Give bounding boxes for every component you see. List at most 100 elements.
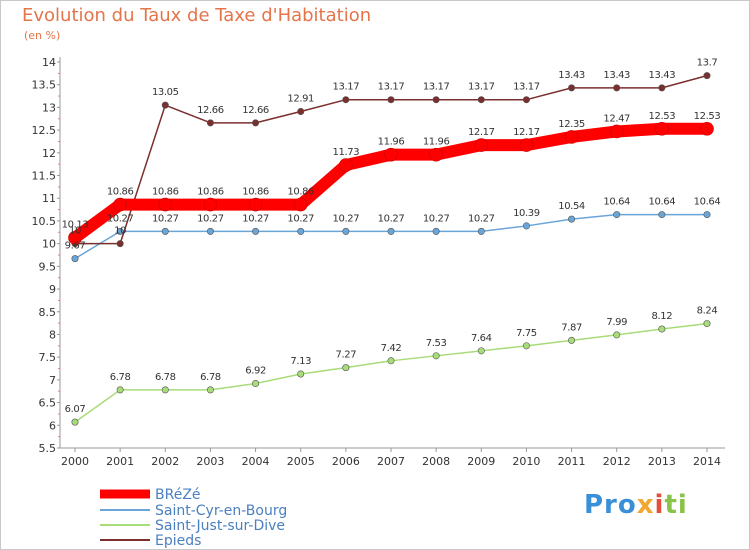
data-label: 13.17 <box>333 82 360 93</box>
y-tick-label: 10.5 <box>32 215 57 228</box>
data-point <box>116 227 124 235</box>
data-point <box>522 342 530 350</box>
data-point <box>613 211 621 219</box>
data-label: 13.43 <box>558 70 585 81</box>
data-point <box>658 84 666 92</box>
data-label: 10.86 <box>197 187 224 198</box>
data-label: 13.17 <box>513 82 540 93</box>
data-label: 13.17 <box>423 82 450 93</box>
data-label: 10.86 <box>287 187 314 198</box>
data-label: 7.42 <box>381 343 402 354</box>
data-label: 10.27 <box>333 213 360 224</box>
y-tick-label: 14 <box>42 56 56 69</box>
chart-axes: 5.5 6 6.5 7 7.5 8 8.5 9 9.5 10 10.5 11 11.5 12 12.5 13 1… <box>32 56 725 468</box>
chart-subtitle: (en %) <box>24 29 61 42</box>
data-label: 11.73 <box>333 147 360 158</box>
chart-data-labels: 6.07 6.78 6.78 6.78 6.92 7.13 7.27 7.42 7.53 7.64… <box>62 58 721 415</box>
data-label: 6.07 <box>65 404 86 415</box>
x-tick-label: 2001 <box>106 455 134 468</box>
data-label: 10.54 <box>558 201 585 212</box>
data-label: 7.87 <box>561 322 582 333</box>
data-point <box>342 96 350 104</box>
data-point <box>342 364 350 372</box>
y-tick-label: 7.5 <box>39 351 57 364</box>
data-point <box>429 147 443 162</box>
data-point <box>116 240 124 248</box>
data-point <box>161 101 169 109</box>
y-tick-label: 10 <box>42 238 56 251</box>
data-point <box>206 227 214 235</box>
data-label: 13.7 <box>697 58 718 69</box>
data-label: 7.13 <box>290 356 311 367</box>
data-point <box>522 96 530 104</box>
y-tick-label: 11.5 <box>32 170 57 183</box>
data-point <box>477 227 485 235</box>
x-tick-label: 2000 <box>61 455 89 468</box>
data-point <box>474 138 489 152</box>
data-label: 13.43 <box>649 70 676 81</box>
data-label: 11.96 <box>378 137 405 148</box>
x-tick-label: 2006 <box>332 455 360 468</box>
x-tick-label: 2011 <box>558 455 586 468</box>
data-label: 13.43 <box>603 70 630 81</box>
chart-legend: BRéZéSaint-Cyr-en-BourgSaint-Just-sur-Di… <box>100 487 287 549</box>
data-label: 10.27 <box>423 213 450 224</box>
data-point <box>206 119 214 127</box>
data-label: 12.66 <box>197 105 224 116</box>
data-point <box>297 370 305 378</box>
data-point <box>71 418 79 426</box>
x-tick-label: 2008 <box>422 455 450 468</box>
data-point <box>387 227 395 235</box>
data-point <box>297 107 305 115</box>
data-point <box>252 119 260 127</box>
data-point <box>161 227 169 235</box>
data-label: 12.17 <box>468 127 495 138</box>
data-point <box>387 96 395 104</box>
legend-label: Saint-Just-sur-Dive <box>155 518 285 534</box>
data-point <box>655 121 669 136</box>
y-tick-label: 13 <box>42 101 56 114</box>
data-label: 7.27 <box>336 350 357 361</box>
data-label: 10 <box>69 226 81 237</box>
legend-label: BRéZé <box>155 487 201 503</box>
data-point <box>703 320 711 328</box>
data-label: 8.12 <box>652 311 673 322</box>
data-label: 10.64 <box>694 197 721 208</box>
x-tick-label: 2007 <box>377 455 405 468</box>
data-point <box>477 96 485 104</box>
data-point <box>387 357 395 365</box>
data-label: 10.27 <box>197 213 224 224</box>
x-tick-label: 2002 <box>151 455 179 468</box>
data-label: 10.27 <box>378 213 405 224</box>
data-label: 10.64 <box>603 197 630 208</box>
data-point <box>161 386 169 394</box>
data-label: 6.92 <box>245 366 266 377</box>
data-label: 13.17 <box>378 82 405 93</box>
data-label: 10.27 <box>152 213 179 224</box>
data-label: 10 <box>114 226 126 237</box>
data-point <box>568 215 576 223</box>
data-point <box>568 336 576 344</box>
data-point <box>116 386 124 394</box>
y-tick-label: 9.5 <box>39 260 57 273</box>
data-point <box>703 72 711 80</box>
data-point <box>477 347 485 355</box>
data-label: 6.78 <box>110 372 131 383</box>
data-point <box>432 96 440 104</box>
data-point <box>658 325 666 333</box>
data-label: 10.13 <box>62 220 89 231</box>
y-tick-label: 8 <box>49 328 56 341</box>
x-tick-label: 2013 <box>648 455 676 468</box>
data-label: 13.17 <box>468 82 495 93</box>
data-label: 12.47 <box>603 113 630 124</box>
data-label: 7.99 <box>606 317 627 328</box>
data-label: 12.66 <box>242 105 269 116</box>
data-label: 12.35 <box>558 119 585 130</box>
data-label: 7.64 <box>471 333 492 344</box>
x-tick-label: 2012 <box>603 455 631 468</box>
chart-title: Evolution du Taux de Taxe d'Habitation <box>22 5 372 26</box>
data-point <box>564 130 579 144</box>
data-point <box>432 227 440 235</box>
data-point <box>568 84 576 92</box>
data-point <box>339 158 353 172</box>
